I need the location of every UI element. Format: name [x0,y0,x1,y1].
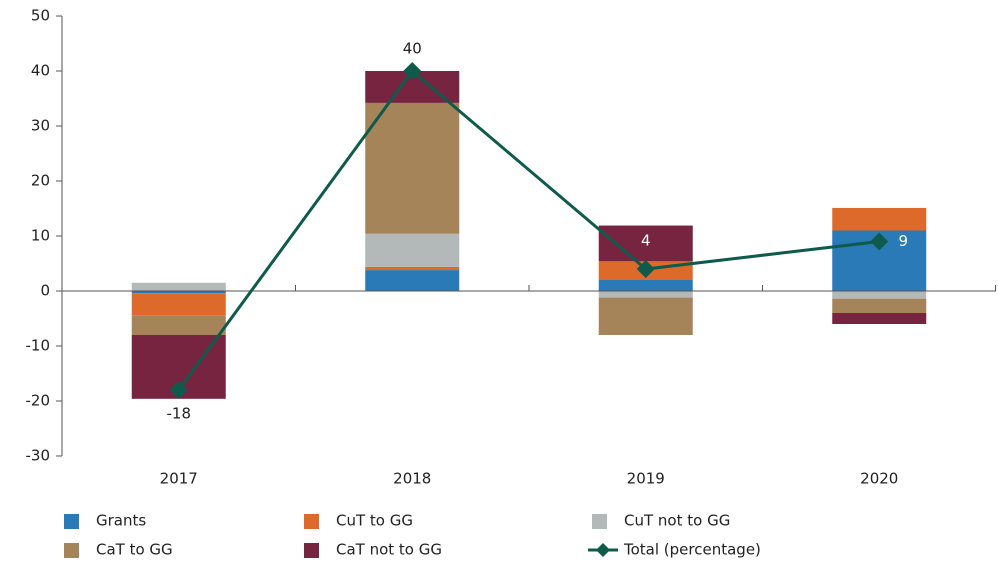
legend-label: CuT to GG [336,512,413,530]
total-marker [169,381,188,399]
x-tick-label: 2019 [627,470,665,488]
x-tick-label: 2020 [860,470,898,488]
bar-segment [832,291,927,299]
legend-swatch [592,514,607,529]
legend-label: Grants [96,512,146,530]
legend-swatch [304,514,319,529]
bar-segment [832,207,927,231]
data-label: 4 [641,232,651,250]
bar-segment [131,291,226,294]
x-tick-label: 2017 [160,470,198,488]
bar-segment [365,266,460,271]
legend-swatch [64,543,79,558]
total-line [177,68,880,391]
y-tick-label: -10 [26,337,51,355]
legend-label: CaT to GG [96,541,173,559]
y-tick-label: 20 [31,172,50,190]
total-marker [636,260,655,278]
bar-segment [598,280,693,291]
y-tick-label: 50 [31,7,50,25]
bar-segment [365,233,460,267]
bar-segment [598,291,693,298]
y-tick-label: 30 [31,117,50,135]
bar-segment [131,293,226,316]
bar-segment [832,298,927,313]
legend-swatch [64,514,79,529]
legend-marker [596,543,610,557]
y-tick-label: -20 [26,392,51,410]
total-marker [870,232,889,251]
data-label: -18 [167,405,192,423]
legend-swatch [304,543,319,558]
data-label: 9 [898,232,908,250]
legend-label: CaT not to GG [336,541,442,559]
y-tick-label: 0 [40,282,50,300]
legend-label: CuT not to GG [624,512,730,530]
legend-label: Total (percentage) [623,541,761,559]
y-tick-label: 10 [31,227,50,245]
bar-segment [832,313,927,324]
bar-segment [598,297,693,335]
y-tick-label: -30 [26,447,51,465]
bar-segment [131,315,226,335]
y-tick-label: 40 [31,62,50,80]
total-marker [403,62,422,80]
bar-segment [131,282,226,291]
bar-segment [365,102,460,234]
bar-segment [365,270,460,291]
x-tick-label: 2018 [393,470,431,488]
data-label: 40 [403,40,422,58]
